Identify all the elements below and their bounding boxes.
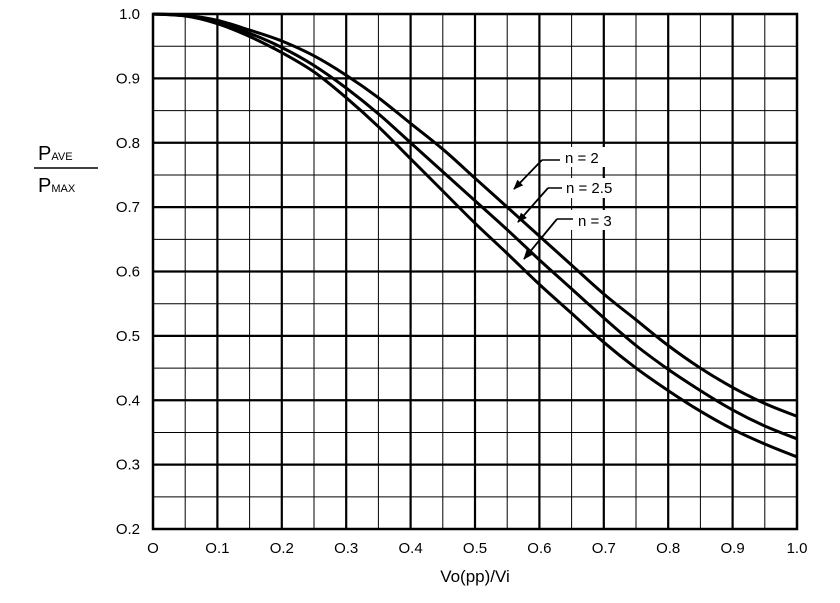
curve-n2-5 [152,12,798,441]
y-axis-title-bottom: P [38,175,51,197]
x-tick-label: O.9 [721,540,745,557]
x-tick-label: O.8 [656,540,680,557]
plot-frame [151,12,799,531]
y-tick-label: O.5 [116,328,140,345]
x-tick-label: O.6 [527,540,551,557]
y-axis-title-top: P [38,143,51,165]
x-tick-label: 1.0 [787,540,808,557]
series-label-n25: n = 2.5 [566,180,612,197]
x-tick-labels: O O.1 O.2 O.3 O.4 O.5 O.6 O.7 O.8 O.9 1.0 [147,540,807,557]
label-bg-n3 [561,210,617,230]
label-bg-n25 [561,178,633,198]
y-tick-label: O.2 [116,521,140,538]
arrow-n3 [523,218,558,260]
curve-n2 [152,12,798,418]
series-label-n2: n = 2 [565,150,599,167]
x-tick-label: O.5 [463,540,487,557]
y-tick-label: 1.0 [119,6,140,23]
y-tick-label: O.4 [116,392,140,409]
x-tick-label: O.3 [334,540,358,557]
label-bg-n2 [561,147,611,167]
arrow-n2 [513,159,543,190]
curve-n3 [152,12,798,459]
y-tick-label: O.9 [116,70,140,87]
y-tick-label: O.3 [116,457,140,474]
svg-text:PAVE: PAVE [38,143,73,165]
x-tick-label: O [147,540,159,557]
arrow-n25 [517,187,549,223]
x-tick-label: O.2 [270,540,294,557]
x-tick-label: O.4 [399,540,423,557]
svg-text:PMAX: PMAX [38,175,76,197]
y-axis-title-top-sub: AVE [51,151,72,163]
y-tick-labels: O.2 O.3 O.4 O.5 O.6 O.7 O.8 O.9 1.0 [116,6,140,538]
y-axis-title: PAVE PMAX [34,143,98,197]
y-tick-label: O.8 [116,135,140,152]
y-axis-title-bottom-sub: MAX [51,183,76,195]
series-label-n3: n = 3 [578,213,612,230]
x-tick-label: O.7 [592,540,616,557]
curves [152,12,798,459]
x-axis-title: Vo(pp)/Vi [440,567,510,586]
grid [153,14,797,529]
series-annotations: n = 2 n = 2.5 n = 3 [513,147,633,260]
x-tick-label: O.1 [205,540,229,557]
y-tick-label: O.7 [116,199,140,216]
y-tick-label: O.6 [116,264,140,281]
